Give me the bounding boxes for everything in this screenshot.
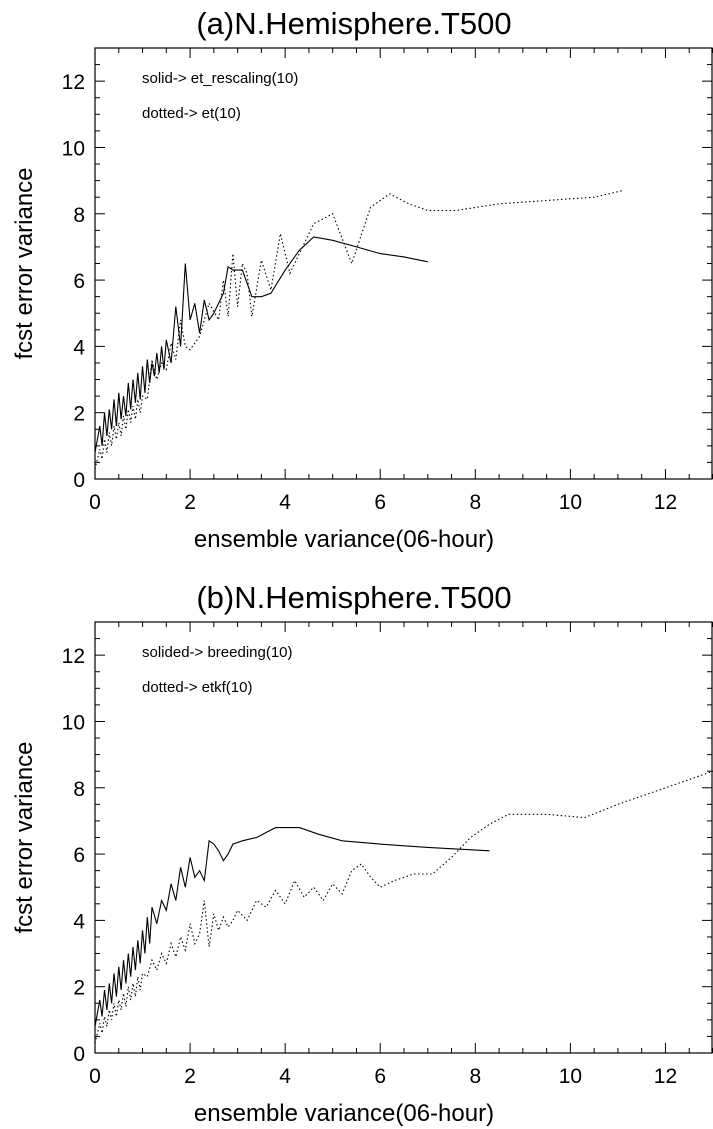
y-tick-label: 8 xyxy=(73,204,85,227)
y-axis-label: fcst error variance xyxy=(11,741,38,933)
x-tick-label: 0 xyxy=(89,491,101,514)
x-tick-label: 8 xyxy=(469,1065,481,1088)
x-axis-label: ensemble variance(06-hour) xyxy=(194,1100,494,1127)
x-tick-label: 2 xyxy=(184,491,196,514)
x-tick-label: 0 xyxy=(89,1065,101,1088)
x-tick-label: 8 xyxy=(469,491,481,514)
dotted-series-line xyxy=(94,770,713,1044)
y-tick-label: 4 xyxy=(73,910,85,933)
x-tick-label: 6 xyxy=(374,491,386,514)
legend-annotation: solid-> et_rescaling(10) xyxy=(142,70,298,87)
y-tick-label: 0 xyxy=(73,469,85,492)
chart-a: (a)N.Hemisphere.T500 0 2 4 6 8 10 12 0 2 4 6 8 10 12 en… xyxy=(11,6,713,553)
x-tick-label: 10 xyxy=(559,491,582,514)
legend-annotation: solided-> breeding(10) xyxy=(142,644,293,661)
x-tick-label: 12 xyxy=(654,491,677,514)
y-tick-label: 4 xyxy=(73,336,85,359)
chart-title: (b)N.Hemisphere.T500 xyxy=(196,580,511,615)
x-tick-label: 12 xyxy=(654,1065,677,1088)
chart-b: (b)N.Hemisphere.T500 0 2 4 6 8 10 12 0 2 4 6 8 10 12 en… xyxy=(11,580,713,1127)
y-tick-label: 2 xyxy=(73,977,85,1000)
legend-annotation: dotted-> etkf(10) xyxy=(142,679,252,696)
solid-series-line xyxy=(94,827,490,1027)
y-tick-label: 12 xyxy=(62,71,85,94)
x-tick-label: 4 xyxy=(279,491,291,514)
x-tick-label: 4 xyxy=(279,1065,291,1088)
dotted-series-line xyxy=(94,190,623,470)
y-tick-label: 8 xyxy=(73,778,85,801)
x-tick-label: 2 xyxy=(184,1065,196,1088)
y-axis-label: fcst error variance xyxy=(11,167,38,359)
x-axis-label: ensemble variance(06-hour) xyxy=(194,526,494,553)
chart-title: (a)N.Hemisphere.T500 xyxy=(196,6,511,41)
y-tick-label: 0 xyxy=(73,1043,85,1066)
y-tick-label: 10 xyxy=(62,137,85,160)
y-tick-label: 6 xyxy=(73,270,85,293)
y-tick-label: 6 xyxy=(73,844,85,867)
x-tick-label: 10 xyxy=(559,1065,582,1088)
y-tick-label: 12 xyxy=(62,645,85,668)
y-tick-label: 2 xyxy=(73,403,85,426)
legend-annotation: dotted-> et(10) xyxy=(142,105,241,122)
x-tick-label: 6 xyxy=(374,1065,386,1088)
y-tick-label: 10 xyxy=(62,711,85,734)
solid-series-line xyxy=(94,236,428,453)
